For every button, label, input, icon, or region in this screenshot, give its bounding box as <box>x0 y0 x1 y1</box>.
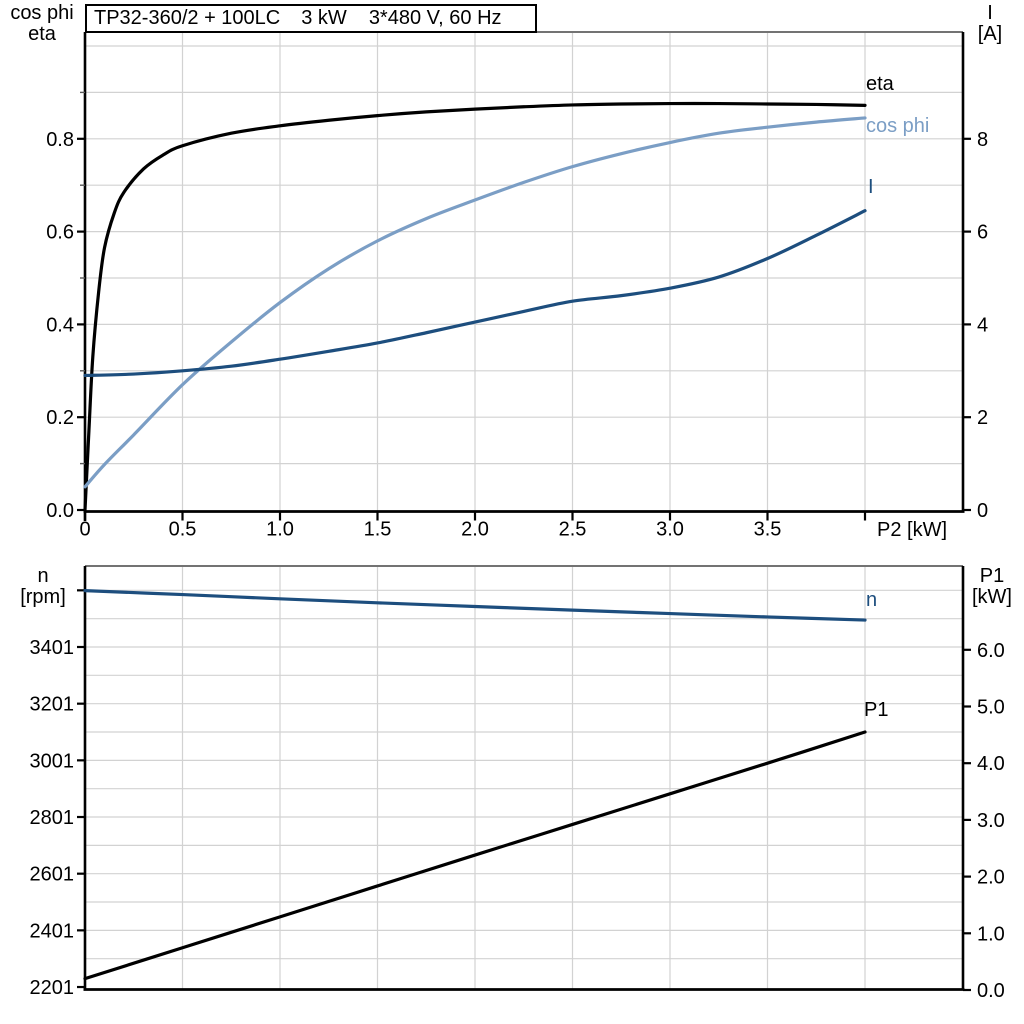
left-tick-label: 3001 <box>30 750 75 772</box>
speed-curve-label: n <box>866 589 878 611</box>
top-left-axis-label: cos phi eta <box>2 3 82 45</box>
x-tick-label: 0.5 <box>169 519 197 541</box>
left-tick-label: 0.6 <box>46 222 74 244</box>
bottom-left-axis-label: n [rpm] <box>6 566 80 608</box>
x-tick-label: 1.5 <box>364 519 392 541</box>
bottom-left-axis-label-line1: n <box>37 565 49 587</box>
x-tick-label: 2.5 <box>559 519 587 541</box>
x-tick-label: 2.0 <box>461 519 489 541</box>
top-left-axis-label-line2: eta <box>28 23 56 45</box>
bottom-right-axis-label-line2: [kW] <box>972 586 1012 608</box>
title-box: TP32-360/2 + 100LC 3 kW 3*480 V, 60 Hz <box>85 4 537 33</box>
right-tick-label: 8 <box>977 129 988 151</box>
x-axis-label: P2 [kW] <box>877 519 948 541</box>
bottom-right-axis-label-line1: P1 <box>979 565 1005 587</box>
x-tick-label: 3.5 <box>754 519 782 541</box>
i-curve <box>83 209 867 378</box>
top-right-axis-label: I [A] <box>966 3 1014 45</box>
left-tick-label: 3201 <box>30 694 75 716</box>
cos-phi-curve-label: cos phi <box>866 115 930 137</box>
right-tick-label: 0.0 <box>977 980 1005 1002</box>
left-tick-label: 0.8 <box>46 129 74 151</box>
p1-curve-label: P1 <box>864 699 889 721</box>
left-tick-label: 2801 <box>30 807 75 829</box>
right-tick-label: 0 <box>977 500 988 522</box>
top-right-axis-label-line1: I <box>987 2 993 24</box>
left-tick-label: 2601 <box>30 864 75 886</box>
right-tick-label: 6 <box>977 222 988 244</box>
top-right-axis-label-line2: [A] <box>977 23 1003 45</box>
left-tick-label: 0.2 <box>46 407 74 429</box>
title-model: TP32-360/2 + 100LC <box>94 7 281 29</box>
eta-curve <box>83 101 867 512</box>
right-tick-label: 1.0 <box>977 923 1005 945</box>
cos-phi-curve <box>83 116 867 489</box>
right-tick-label: 2.0 <box>977 867 1005 889</box>
left-tick-label: 0.4 <box>46 314 74 336</box>
n-curve <box>83 589 867 622</box>
left-tick-label: 2401 <box>30 920 75 942</box>
title-power: 3 kW <box>301 7 347 29</box>
current-curve-label: I <box>868 176 874 198</box>
x-tick-label: 1.0 <box>266 519 294 541</box>
right-tick-label: 4.0 <box>977 753 1005 775</box>
x-tick-label: 3.0 <box>656 519 684 541</box>
x-tick-label: 0 <box>79 519 90 541</box>
bottom-right-axis-label: P1 [kW] <box>966 566 1018 608</box>
right-tick-label: 6.0 <box>977 640 1005 662</box>
title-voltage: 3*480 V, 60 Hz <box>368 7 502 29</box>
p1-curve <box>83 730 867 981</box>
left-tick-label: 2201 <box>30 977 75 999</box>
right-tick-label: 5.0 <box>977 697 1005 719</box>
top-left-axis-label-line1: cos phi <box>10 2 74 24</box>
right-tick-label: 4 <box>977 314 988 336</box>
right-tick-label: 3.0 <box>977 810 1005 832</box>
right-tick-label: 2 <box>977 407 988 429</box>
eta-curve-label: eta <box>866 73 894 95</box>
left-tick-label: 0.0 <box>46 500 74 522</box>
bottom-left-axis-label-line2: [rpm] <box>20 586 66 608</box>
left-tick-label: 3401 <box>30 637 75 659</box>
